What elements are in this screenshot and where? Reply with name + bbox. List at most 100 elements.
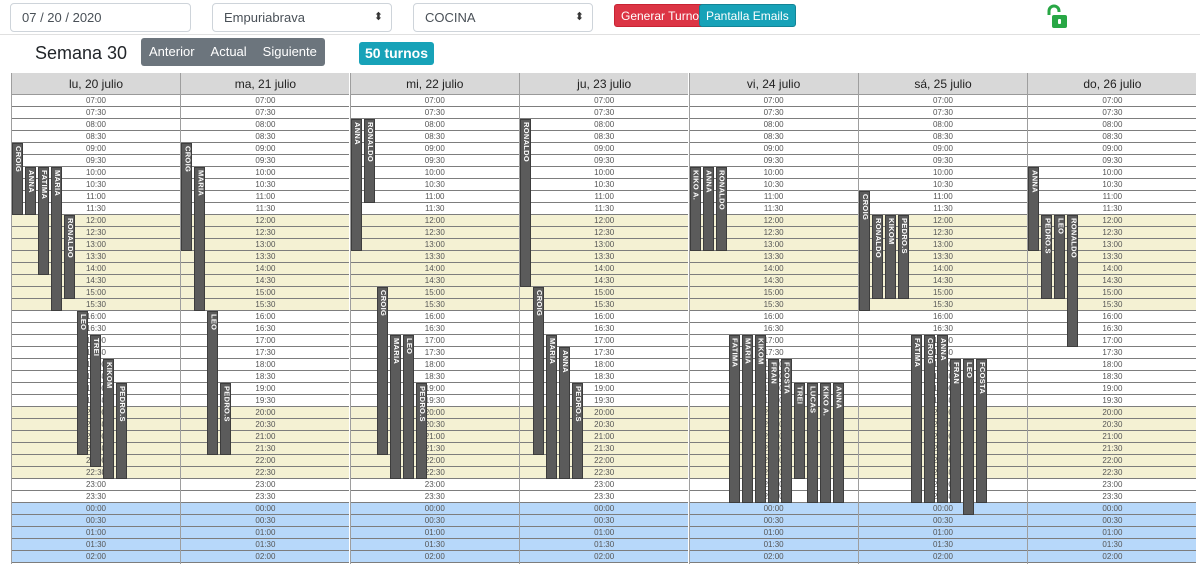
time-slot[interactable]: 11:00 xyxy=(181,191,350,203)
time-slot[interactable]: 22:30 xyxy=(350,467,519,479)
time-slot[interactable]: 08:30 xyxy=(181,131,350,143)
shift-bar[interactable]: CROIG xyxy=(859,191,870,311)
time-slot[interactable]: 00:00 xyxy=(181,503,350,515)
shift-bar[interactable]: PEDRO.S xyxy=(1041,215,1053,299)
shift-bar[interactable]: PEDRO.S xyxy=(898,215,909,299)
shift-bar[interactable]: ANNA xyxy=(832,383,844,503)
time-slot[interactable]: 08:00 xyxy=(12,119,180,131)
time-slot[interactable]: 23:30 xyxy=(1028,491,1197,503)
time-slot[interactable]: 09:00 xyxy=(181,143,350,155)
shift-bar[interactable]: FATIMA xyxy=(911,335,922,503)
time-slot[interactable]: 18:00 xyxy=(1028,359,1197,371)
time-slot[interactable]: 15:00 xyxy=(350,287,519,299)
time-slot[interactable]: 07:30 xyxy=(1028,107,1197,119)
shift-bar[interactable]: LEO xyxy=(402,335,414,479)
time-slot[interactable]: 08:30 xyxy=(520,131,689,143)
time-slot[interactable]: 01:00 xyxy=(181,527,350,539)
time-slot[interactable]: 16:30 xyxy=(689,323,858,335)
time-slot[interactable]: 11:30 xyxy=(1028,203,1197,215)
shift-bar[interactable]: ANNA xyxy=(937,335,948,503)
time-slot[interactable]: 10:00 xyxy=(181,167,350,179)
shift-bar[interactable]: ANNA xyxy=(25,167,36,215)
time-slot[interactable]: 17:00 xyxy=(1028,335,1197,347)
shift-bar[interactable]: PEDRO.S xyxy=(116,383,127,479)
unlock-icon[interactable] xyxy=(1044,4,1070,30)
time-slot[interactable]: 08:00 xyxy=(181,119,350,131)
time-slot[interactable]: 13:00 xyxy=(520,239,689,251)
time-slot[interactable]: 09:00 xyxy=(859,143,1027,155)
time-slot[interactable]: 09:30 xyxy=(181,155,350,167)
time-slot[interactable]: 16:00 xyxy=(350,311,519,323)
time-slot[interactable]: 15:30 xyxy=(859,299,1027,311)
shift-bar[interactable]: FATIMA xyxy=(38,167,49,275)
date-input[interactable]: 07 / 20 / 2020 xyxy=(10,3,191,32)
shift-bar[interactable]: KIKO A. xyxy=(819,383,831,503)
time-slot[interactable]: 16:00 xyxy=(12,311,180,323)
time-slot[interactable]: 09:00 xyxy=(12,143,180,155)
shift-bar[interactable]: RONALDO xyxy=(363,119,375,203)
time-slot[interactable]: 15:30 xyxy=(181,299,350,311)
time-slot[interactable]: 14:00 xyxy=(520,263,689,275)
time-slot[interactable]: 00:00 xyxy=(12,503,180,515)
shift-bar[interactable]: ANNA xyxy=(559,347,571,479)
time-slot[interactable]: 01:00 xyxy=(1028,527,1197,539)
time-slot[interactable]: 00:30 xyxy=(520,515,689,527)
shift-bar[interactable]: CROIG xyxy=(376,287,388,455)
time-slot[interactable]: 07:30 xyxy=(520,107,689,119)
time-slot[interactable]: 21:30 xyxy=(1028,443,1197,455)
time-slot[interactable]: 08:00 xyxy=(689,119,858,131)
time-slot[interactable]: 23:00 xyxy=(12,479,180,491)
current-week-button[interactable]: Actual xyxy=(210,44,247,59)
time-slot[interactable]: 10:30 xyxy=(859,179,1027,191)
time-slot[interactable]: 01:00 xyxy=(350,527,519,539)
time-slot[interactable]: 00:30 xyxy=(859,515,1027,527)
time-slot[interactable]: 14:30 xyxy=(350,275,519,287)
time-slot[interactable]: 12:00 xyxy=(520,215,689,227)
time-slot[interactable]: 17:00 xyxy=(181,335,350,347)
time-slot[interactable]: 07:00 xyxy=(689,95,858,107)
time-slot[interactable]: 10:30 xyxy=(689,179,858,191)
time-slot[interactable]: 00:30 xyxy=(689,515,858,527)
time-slot[interactable]: 09:30 xyxy=(12,155,180,167)
time-slot[interactable]: 07:00 xyxy=(520,95,689,107)
time-slot[interactable]: 13:30 xyxy=(689,251,858,263)
time-slot[interactable]: 07:00 xyxy=(859,95,1027,107)
time-slot[interactable]: 02:00 xyxy=(12,551,180,563)
time-slot[interactable]: 12:00 xyxy=(181,215,350,227)
shift-bar[interactable]: ANNA xyxy=(1028,167,1040,251)
generate-shifts-button[interactable]: Generar Turnos xyxy=(614,4,713,27)
time-slot[interactable]: 08:30 xyxy=(350,131,519,143)
shift-bar[interactable]: RONALDO xyxy=(520,119,532,287)
time-slot[interactable]: 00:30 xyxy=(1028,515,1197,527)
time-slot[interactable]: 00:30 xyxy=(181,515,350,527)
shift-bar[interactable]: PEDRO.S xyxy=(415,383,427,479)
time-slot[interactable]: 16:30 xyxy=(859,323,1027,335)
time-slot[interactable]: 15:30 xyxy=(1028,299,1197,311)
time-slot[interactable]: 14:00 xyxy=(350,263,519,275)
shift-bar[interactable]: LUCAS xyxy=(806,383,818,503)
shift-bar[interactable]: LEO xyxy=(963,359,974,515)
time-slot[interactable]: 20:30 xyxy=(1028,419,1197,431)
time-slot[interactable]: 15:00 xyxy=(181,287,350,299)
time-slot[interactable]: 00:00 xyxy=(350,503,519,515)
time-slot[interactable]: 22:00 xyxy=(1028,455,1197,467)
shift-bar[interactable]: KIKOM xyxy=(103,359,114,479)
time-slot[interactable]: 02:00 xyxy=(350,551,519,563)
time-slot[interactable]: 08:30 xyxy=(859,131,1027,143)
time-slot[interactable]: 11:30 xyxy=(350,203,519,215)
time-slot[interactable]: 22:30 xyxy=(1028,467,1197,479)
shift-bar[interactable]: MARIA xyxy=(546,335,558,479)
shift-bar[interactable]: CROIG xyxy=(533,287,545,455)
time-slot[interactable]: 14:30 xyxy=(689,275,858,287)
time-slot[interactable]: 12:30 xyxy=(350,227,519,239)
time-slot[interactable]: 10:30 xyxy=(520,179,689,191)
time-slot[interactable]: 08:00 xyxy=(1028,119,1197,131)
shift-bar[interactable]: FATIMA xyxy=(728,335,740,503)
time-slot[interactable]: 16:00 xyxy=(859,311,1027,323)
shift-bar[interactable]: RONALDO xyxy=(64,215,75,299)
time-slot[interactable]: 08:00 xyxy=(350,119,519,131)
prev-week-button[interactable]: Anterior xyxy=(149,44,195,59)
time-slot[interactable]: 01:00 xyxy=(12,527,180,539)
time-slot[interactable]: 14:00 xyxy=(689,263,858,275)
time-slot[interactable]: 23:30 xyxy=(12,491,180,503)
